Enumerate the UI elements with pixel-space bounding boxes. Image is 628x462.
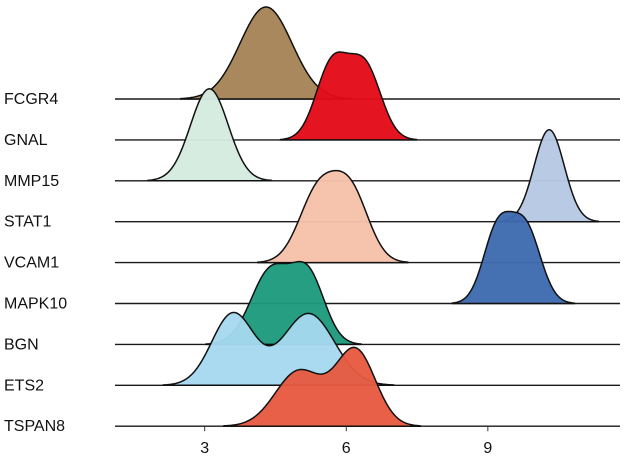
y-label-ets2: ETS2 bbox=[4, 377, 44, 394]
y-label-mmp15: MMP15 bbox=[4, 173, 59, 190]
y-label-fcgr4: FCGR4 bbox=[4, 91, 58, 108]
density-vcam1 bbox=[256, 169, 409, 264]
x-tick-label-9: 9 bbox=[483, 440, 492, 457]
y-label-vcam1: VCAM1 bbox=[4, 255, 59, 272]
y-label-gnal: GNAL bbox=[4, 132, 48, 149]
y-axis-labels: FCGR4 GNAL MMP15 STAT1 VCAM1 MAPK10 BGN ETS2 TSP… bbox=[4, 91, 67, 435]
y-label-stat1: STAT1 bbox=[4, 214, 52, 231]
density-gnal bbox=[279, 51, 418, 141]
density-tspan8 bbox=[222, 346, 422, 427]
ridges-layer bbox=[115, 6, 620, 427]
ridge-tspan8 bbox=[115, 346, 620, 427]
ridge-mapk10 bbox=[115, 210, 620, 305]
y-label-tspan8: TSPAN8 bbox=[4, 418, 65, 435]
x-tick-label-3: 3 bbox=[200, 440, 209, 457]
density-mmp15 bbox=[147, 88, 273, 182]
y-label-bgn: BGN bbox=[4, 336, 39, 353]
x-axis-ticks: 3 6 9 bbox=[200, 426, 492, 457]
x-tick-label-6: 6 bbox=[342, 440, 351, 457]
density-mapk10 bbox=[451, 210, 576, 305]
density-stat1 bbox=[499, 128, 600, 223]
y-label-mapk10: MAPK10 bbox=[4, 296, 67, 313]
